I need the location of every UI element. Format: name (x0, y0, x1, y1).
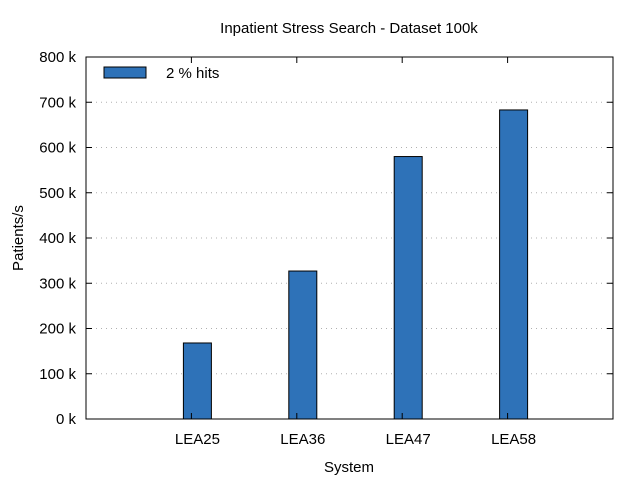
y-tick-label: 0 k (56, 411, 77, 428)
x-tick-label: LEA36 (280, 431, 325, 448)
legend-swatch (103, 66, 147, 79)
x-tick-label: LEA25 (175, 431, 220, 448)
x-axis-ticks: LEA25 LEA36 LEA47 LEA58 (175, 57, 536, 448)
y-tick-label: 700 k (39, 94, 76, 111)
bar-lea25 (182, 342, 212, 420)
bar-lea58 (499, 109, 529, 420)
y-tick-label: 400 k (39, 230, 76, 247)
x-tick-label: LEA47 (386, 431, 431, 448)
plot-frame (85, 56, 614, 420)
x-axis-label: System (324, 459, 374, 476)
y-axis-label: Patients/s (10, 205, 27, 271)
legend-label: 2 % hits (166, 65, 219, 82)
chart-title: Inpatient Stress Search - Dataset 100k (220, 20, 478, 37)
bars (182, 109, 529, 420)
y-tick-label: 300 k (39, 275, 76, 292)
legend: 2 % hits (103, 65, 219, 82)
y-tick-label: 100 k (39, 366, 76, 383)
y-tick-label: 800 k (39, 49, 76, 66)
y-tick-label: 200 k (39, 321, 76, 338)
bar-lea47 (393, 156, 423, 420)
bar-lea36 (288, 270, 318, 420)
x-tick-label: LEA58 (491, 431, 536, 448)
y-tick-label: 500 k (39, 185, 76, 202)
y-tick-label: 600 k (39, 140, 76, 157)
gridlines (86, 101, 613, 375)
y-axis-ticks: 0 k 100 k 200 k 300 k 400 k 500 k 600 k 700 k 80… (39, 49, 613, 428)
